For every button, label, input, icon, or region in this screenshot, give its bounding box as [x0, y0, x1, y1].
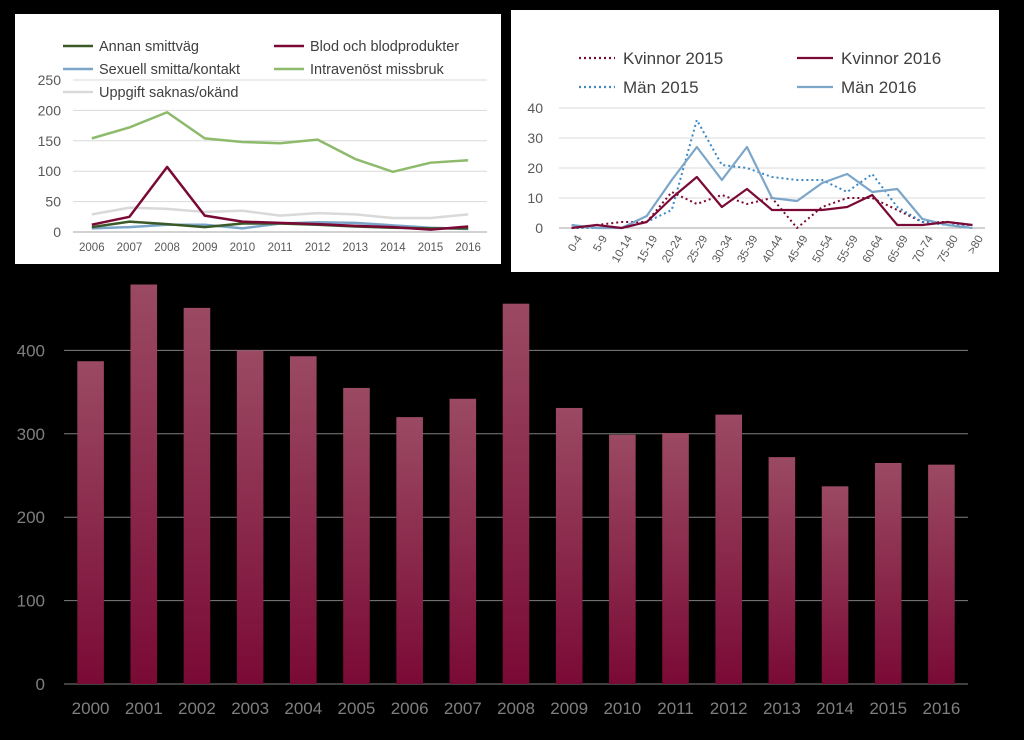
legend-label: Uppgift saknas/okänd — [99, 85, 238, 101]
x-tick-label: 2005 — [338, 699, 376, 718]
x-tick-label: 20-24 — [660, 233, 685, 265]
bar-2013 — [768, 457, 796, 684]
x-tick-label: 2004 — [284, 699, 322, 718]
x-tick-label: 2014 — [380, 242, 406, 254]
series-line-3 — [91, 110, 469, 174]
x-tick-label: 2000 — [72, 699, 110, 718]
x-tick-label: 75-80 — [936, 234, 961, 265]
x-tick-label: 2009 — [550, 699, 588, 718]
bar-2016 — [928, 464, 955, 684]
bar-2009 — [555, 407, 583, 684]
x-tick-label: 40-44 — [760, 233, 785, 265]
x-tick-label: 35-39 — [735, 234, 760, 265]
series-line-1 — [571, 175, 973, 230]
y-tick-label: 150 — [38, 133, 62, 149]
x-tick-label: 2012 — [305, 242, 331, 254]
bar-2002 — [183, 307, 211, 684]
x-tick-label: 2011 — [657, 699, 694, 718]
y-tick-label: 300 — [17, 425, 45, 444]
y-tick-label: 0 — [53, 224, 61, 240]
bar-2004 — [290, 356, 317, 684]
bar-2014 — [821, 486, 849, 684]
y-tick-label: 50 — [45, 194, 61, 210]
y-tick-label: 20 — [527, 160, 543, 176]
x-tick-label: >80 — [966, 234, 986, 257]
legend-label: Kvinnor 2016 — [841, 49, 941, 68]
x-tick-label: 60-64 — [861, 233, 886, 265]
series-line-4 — [91, 206, 469, 220]
legend-label: Blod och blodprodukter — [310, 39, 459, 55]
y-tick-label: 100 — [38, 163, 62, 179]
x-tick-label: 10-14 — [610, 233, 635, 265]
x-tick-label: 0-4 — [566, 233, 585, 254]
x-tick-label: 2013 — [342, 242, 368, 254]
bar-2015 — [874, 462, 902, 684]
x-tick-label: 5-9 — [591, 234, 610, 254]
bar-2003 — [236, 350, 264, 684]
x-tick-label: 2008 — [497, 699, 535, 718]
x-tick-label: 45-49 — [786, 234, 811, 265]
y-tick-label: 10 — [527, 190, 543, 206]
y-tick-label: 200 — [17, 508, 45, 527]
x-tick-label: 2007 — [117, 242, 143, 254]
bar-2001 — [130, 284, 158, 684]
x-tick-label: 2014 — [816, 699, 854, 718]
x-tick-label: 2002 — [178, 699, 216, 718]
y-tick-label: 40 — [527, 100, 543, 116]
bar-2012 — [715, 414, 742, 684]
series-line-2 — [571, 119, 973, 229]
y-tick-label: 30 — [527, 130, 543, 146]
bar-2008 — [502, 303, 530, 684]
legend-label: Män 2016 — [841, 78, 917, 97]
x-tick-label: 2006 — [79, 242, 105, 254]
age-group-line-chart: 0 10 20 30 40 0-4 5-9 10-14 15-19 20-24 25-29 30-34… — [511, 10, 999, 272]
bar-2005 — [343, 387, 370, 684]
x-tick-label: 2015 — [869, 699, 907, 718]
legend-label: Intravenöst missbruk — [310, 62, 445, 78]
legend-label: Kvinnor 2015 — [623, 49, 723, 68]
series-line-1 — [91, 165, 469, 231]
x-tick-label: 2008 — [154, 242, 180, 254]
y-tick-label: 250 — [38, 72, 62, 88]
y-tick-label: 400 — [17, 341, 45, 360]
x-tick-label: 70-74 — [911, 233, 936, 265]
y-tick-label: 100 — [17, 592, 45, 611]
y-tick-label: 0 — [36, 675, 45, 694]
y-tick-label: 0 — [535, 220, 543, 236]
bar-2010 — [609, 434, 636, 684]
x-tick-label: 2010 — [230, 242, 256, 254]
x-tick-label: 50-54 — [811, 233, 836, 265]
bar-2000 — [77, 361, 104, 684]
bar-2006 — [396, 417, 423, 684]
x-tick-label: 2010 — [603, 699, 641, 718]
x-tick-label: 2013 — [763, 699, 801, 718]
y-tick-label: 200 — [38, 102, 62, 118]
legend-label: Män 2015 — [623, 78, 699, 97]
x-tick-label: 2016 — [455, 242, 481, 254]
legend-label: Annan smittväg — [99, 39, 199, 55]
x-tick-label: 55-59 — [836, 234, 861, 265]
x-tick-label: 2006 — [391, 699, 429, 718]
x-tick-label: 2016 — [922, 699, 960, 718]
transmission-route-line-chart: 0 50 100 150 200 250 2006 2007 2008 2009 2010 2011 2… — [15, 14, 501, 264]
x-tick-label: 2015 — [418, 242, 444, 254]
bar-2007 — [449, 398, 477, 684]
x-tick-label: 2012 — [710, 699, 748, 718]
x-tick-label: 2003 — [231, 699, 269, 718]
series-line-3 — [571, 145, 973, 230]
x-tick-label: 15-19 — [635, 234, 660, 265]
x-tick-label: 2001 — [125, 699, 163, 718]
x-tick-label: 65-69 — [886, 234, 911, 265]
x-tick-label: 2007 — [444, 699, 482, 718]
x-tick-label: 2011 — [268, 242, 293, 254]
x-tick-label: 25-29 — [685, 234, 710, 265]
x-tick-label: 30-34 — [710, 233, 735, 265]
x-tick-label: 2009 — [192, 242, 218, 254]
legend-label: Sexuell smitta/kontakt — [99, 62, 240, 78]
bar-2011 — [662, 432, 689, 684]
